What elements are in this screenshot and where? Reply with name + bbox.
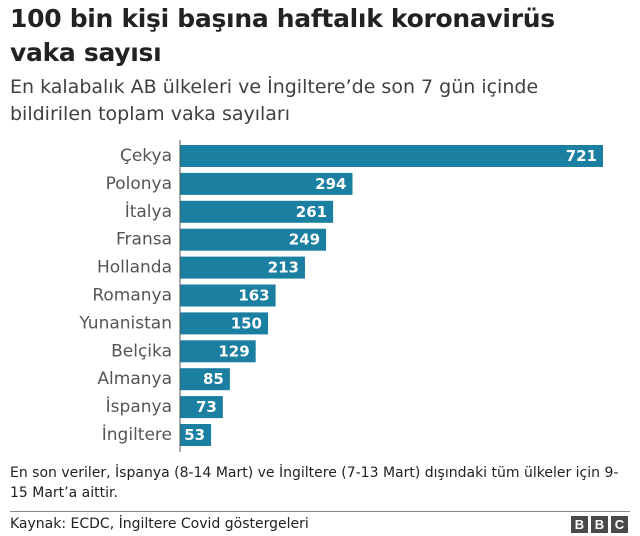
category-label: Belçika	[111, 341, 172, 361]
bar-value-label: 213	[268, 259, 299, 277]
category-label: Çekya	[120, 146, 172, 166]
category-label: İspanya	[106, 396, 172, 417]
bar-value-label: 129	[218, 342, 249, 360]
bar	[180, 396, 223, 419]
bar-value-label: 294	[315, 175, 346, 193]
bar-value-label: 261	[296, 203, 327, 221]
bbc-logo: B B C	[571, 516, 628, 533]
category-label: Polonya	[106, 174, 172, 194]
bar	[180, 172, 353, 195]
category-label: İngiltere	[102, 424, 172, 445]
bar-value-label: 721	[566, 147, 597, 165]
category-label: İtalya	[125, 201, 172, 222]
bar	[180, 145, 603, 167]
bbc-logo-letter-2: B	[591, 516, 608, 533]
category-label: Yunanistan	[78, 313, 172, 333]
bar	[180, 200, 334, 223]
bar	[180, 368, 230, 391]
bar-value-label: 53	[184, 426, 205, 444]
bbc-logo-letter-1: B	[571, 516, 588, 533]
bar-value-label: 163	[238, 287, 269, 305]
source-note: Kaynak: ECDC, İngiltere Covid göstergele…	[10, 516, 309, 532]
bar-value-label: 249	[289, 231, 320, 249]
bar-value-label: 85	[203, 370, 224, 388]
bbc-logo-letter-3: C	[611, 516, 628, 533]
bar	[180, 340, 256, 363]
bar-chart: Çekya 721 Polonya 294 İtalya 261 Fransa 249 Holl…	[78, 140, 603, 452]
bar	[180, 424, 212, 446]
chart-footnote: En son veriler, İspanya (8-14 Mart) ve İ…	[10, 465, 619, 501]
category-label: Fransa	[116, 230, 172, 250]
bar	[180, 228, 327, 251]
footer-divider	[10, 511, 630, 512]
bar	[180, 312, 269, 335]
bar-value-label: 73	[196, 398, 217, 416]
bar	[180, 284, 276, 307]
chart-title: 100 bin kişi başına haftalık koronavirüs…	[10, 4, 555, 67]
bar	[180, 256, 305, 279]
bar-value-label: 150	[231, 314, 262, 332]
category-label: Almanya	[97, 369, 172, 389]
category-label: Romanya	[92, 286, 172, 306]
chart-subtitle: En kalabalık AB ülkeleri ve İngiltere’de…	[10, 76, 539, 125]
category-label: Hollanda	[97, 258, 172, 278]
